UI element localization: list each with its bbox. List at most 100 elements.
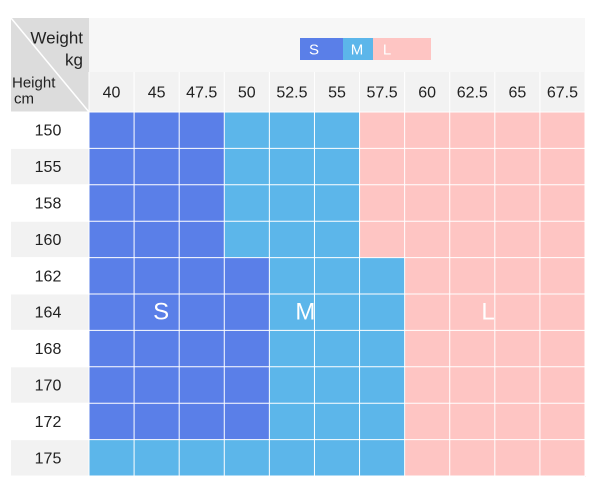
size-cell-l: [404, 403, 451, 441]
size-cell-m: [269, 439, 315, 477]
size-cell-l: [494, 112, 541, 149]
size-cell-l: [449, 366, 496, 404]
height-tick-label: 175: [35, 450, 62, 467]
size-cell-m: [314, 148, 361, 186]
size-cell-s: [89, 221, 135, 259]
size-cell-m: [314, 221, 361, 259]
size-cell-s: [134, 184, 180, 222]
size-cell-s: [89, 257, 135, 295]
size-cell-m: [224, 112, 270, 149]
size-cell-l: [494, 439, 541, 477]
legend-swatch-m: [343, 38, 373, 60]
weight-tick-label: 67.5: [547, 85, 578, 102]
size-cell-l: [359, 112, 406, 149]
height-axis-label: Height: [12, 75, 56, 92]
size-cell-m: [359, 439, 406, 477]
size-cell-l: [494, 184, 541, 222]
size-cell-m: [359, 294, 406, 331]
size-cell-s: [134, 112, 180, 149]
size-cell-s: [89, 294, 135, 331]
size-cell-l: [539, 221, 586, 259]
size-cell-s: [179, 366, 225, 404]
size-cell-l: [359, 184, 406, 222]
size-cell-m: [89, 439, 135, 477]
height-header-cell: [11, 294, 89, 331]
size-cell-l: [359, 148, 406, 186]
size-cell-s: [179, 294, 225, 331]
region-label-l: L: [481, 299, 494, 326]
size-cell-l: [404, 330, 451, 368]
weight-tick-label: 50: [238, 85, 256, 102]
region-label-m: M: [295, 299, 315, 326]
weight-axis-label: Weight: [30, 29, 83, 48]
weight-tick-label: 52.5: [276, 85, 307, 102]
size-cell-s: [179, 257, 225, 295]
region-label-s: S: [153, 299, 169, 326]
size-cell-m: [359, 366, 406, 404]
weight-header-row: [89, 72, 585, 112]
size-cell-l: [539, 184, 586, 222]
size-cell-m: [314, 184, 361, 222]
size-cell-l: [494, 257, 541, 295]
size-cell-l: [404, 112, 451, 149]
legend-label-l: L: [383, 42, 391, 59]
size-cell-l: [359, 221, 406, 259]
weight-unit-label: kg: [65, 51, 83, 70]
size-cell-m: [269, 403, 315, 441]
weight-tick-label: 60: [418, 85, 436, 102]
size-cell-s: [179, 403, 225, 441]
size-cell-l: [449, 330, 496, 368]
size-cell-m: [269, 366, 315, 404]
size-cell-m: [224, 148, 270, 186]
size-cell-m: [269, 257, 315, 295]
height-header-cell: [11, 148, 89, 185]
height-tick-label: 164: [35, 305, 62, 322]
size-cell-m: [314, 403, 361, 441]
size-cell-m: [314, 294, 361, 331]
size-cell-m: [314, 366, 361, 404]
corner-diagonal: [10, 17, 90, 113]
size-cell-s: [89, 112, 135, 149]
size-cell-s: [134, 330, 180, 368]
size-cell-s: [224, 366, 270, 404]
size-cell-l: [539, 330, 586, 368]
size-cell-l: [539, 257, 586, 295]
height-tick-label: 158: [35, 196, 62, 213]
size-cell-s: [134, 403, 180, 441]
size-cell-l: [449, 148, 496, 186]
size-cell-l: [449, 184, 496, 222]
size-cell-s: [89, 148, 135, 186]
size-cell-s: [134, 148, 180, 186]
size-cell-m: [314, 112, 361, 149]
size-cell-l: [539, 294, 586, 331]
size-cell-m: [269, 330, 315, 368]
height-tick-label: 168: [35, 341, 62, 358]
size-cell-l: [449, 403, 496, 441]
grid-lines: [11, 72, 586, 477]
size-cell-l: [404, 366, 451, 404]
size-cell-s: [89, 403, 135, 441]
size-cell-m: [314, 257, 361, 295]
size-cell-s: [134, 366, 180, 404]
size-cell-l: [404, 221, 451, 259]
weight-tick-label: 55: [328, 85, 346, 102]
size-cell-l: [404, 148, 451, 186]
size-cell-l: [494, 330, 541, 368]
size-cell-s: [179, 330, 225, 368]
size-cell-m: [224, 184, 270, 222]
size-cell-m: [359, 330, 406, 368]
size-cell-l: [449, 257, 496, 295]
size-cell-s: [89, 184, 135, 222]
size-cell-m: [359, 257, 406, 295]
weight-tick-label: 65: [508, 85, 526, 102]
size-cell-s: [134, 294, 180, 331]
size-cell-s: [134, 257, 180, 295]
size-cell-m: [359, 403, 406, 441]
height-tick-label: 150: [35, 123, 62, 140]
size-cell-m: [314, 330, 361, 368]
size-cell-s: [89, 330, 135, 368]
size-cells: [89, 112, 586, 477]
size-cell-m: [224, 439, 270, 477]
size-cell-l: [449, 112, 496, 149]
size-cell-l: [494, 403, 541, 441]
